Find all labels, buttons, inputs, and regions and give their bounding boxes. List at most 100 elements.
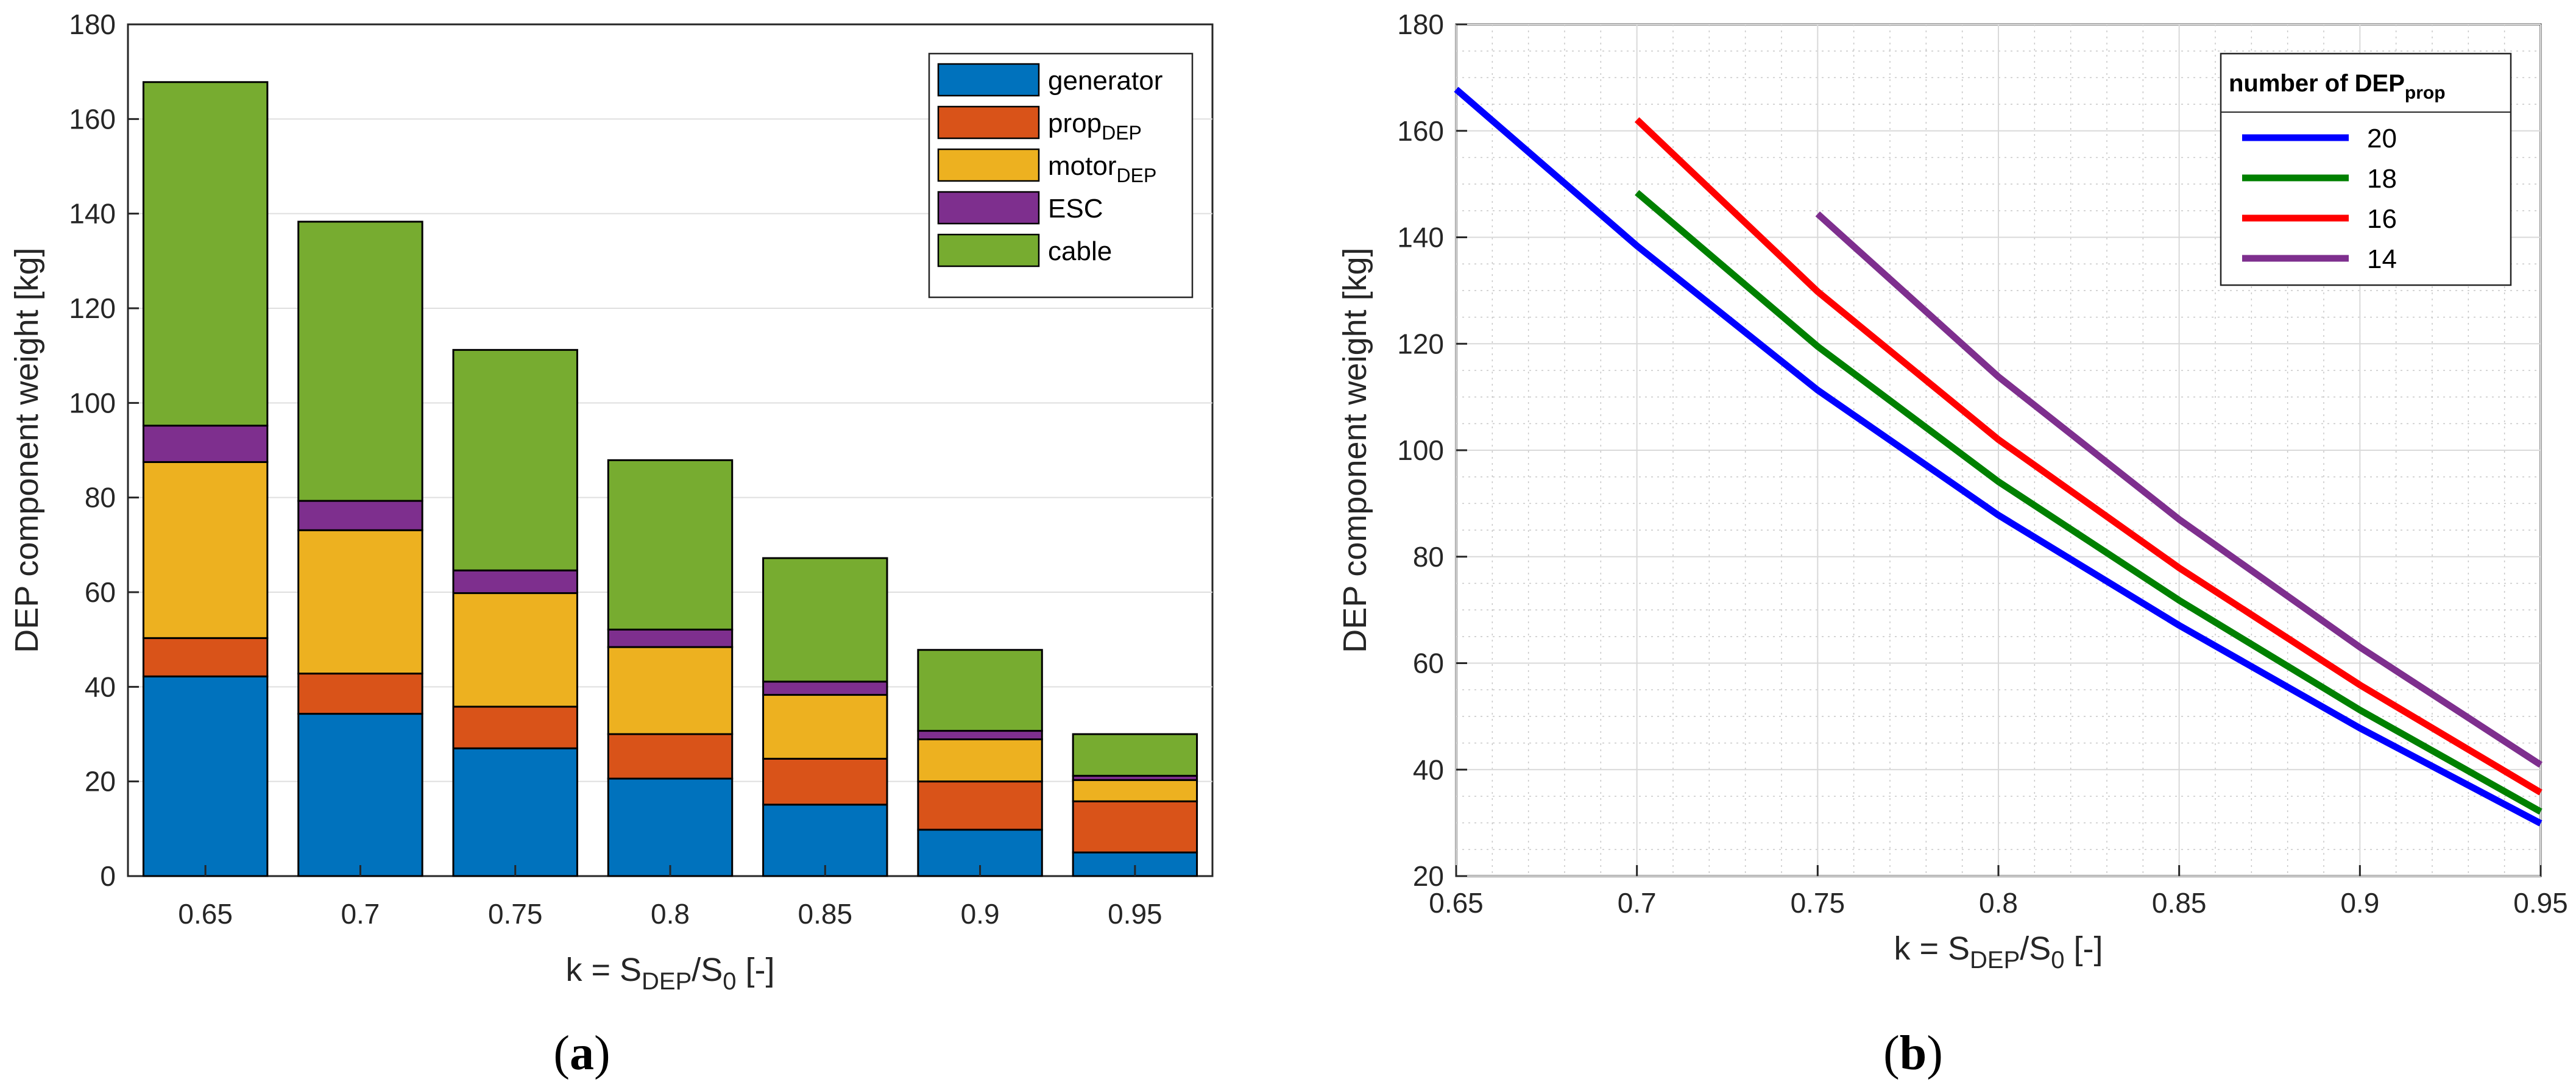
- y-tick-label-b: 140: [1397, 222, 1444, 253]
- bar-segment-motordep: [452, 592, 578, 708]
- ticks-b: 0.65 0.7 0.75 0.8 0.85 0.9 0.95 20 40 60 80 100 120 1…: [1397, 9, 2568, 919]
- x-label-b-sub1: DEP: [1970, 947, 2020, 974]
- y-tick-label-a: 40: [85, 671, 116, 702]
- x-label-b-base: k = S: [1894, 930, 1970, 967]
- line-chart: 0.65 0.7 0.75 0.8 0.85 0.9 0.95 20 40 60 80 100 120 1…: [1337, 9, 2568, 1080]
- y-axis-label-a: DEP component weight [kg]: [9, 247, 45, 652]
- bar-segment-generator: [452, 747, 578, 877]
- bar-segment-esc: [452, 569, 578, 595]
- bar-segment-cable: [1072, 733, 1198, 777]
- x-label-b-tail: [-]: [2065, 930, 2103, 967]
- legend-a-swatch: [937, 105, 1040, 140]
- y-tick-label-a: 160: [69, 103, 116, 135]
- bar-segment-propdep: [297, 673, 423, 715]
- legend-b-title-base: number of DEP: [2229, 70, 2405, 97]
- x-tick-label-b: 0.85: [2152, 887, 2207, 919]
- x-tick-label-b: 0.9: [2340, 887, 2379, 919]
- x-tick-label-a: 0.95: [1108, 898, 1162, 930]
- bar-segment-cable: [762, 557, 888, 683]
- ticks-a: 0 20 40 60 80 100 120 140 160 180 0.65 0.7 0.75 0.8 0.…: [69, 9, 1162, 930]
- bar-segment-esc: [142, 425, 269, 463]
- legend-a: generator propDEP motorDEP ESC cable: [928, 52, 1194, 299]
- bar-segment-motordep: [607, 646, 734, 735]
- x-label-a-sub2: 0: [723, 968, 736, 995]
- bar-segment-motordep: [297, 529, 423, 675]
- x-tick-label-a: 0.75: [488, 898, 543, 930]
- bar-segment-propdep: [1072, 800, 1198, 854]
- y-tick-label-a: 100: [69, 387, 116, 419]
- y-tick-label-b: 160: [1397, 115, 1444, 147]
- legend-a-swatch: [937, 148, 1040, 182]
- legend-a-label: motorDEP: [1048, 151, 1156, 186]
- bar-segment-propdep: [762, 757, 888, 806]
- x-tick-label-b: 0.65: [1429, 887, 1484, 919]
- legend-a-label-base: generator: [1048, 66, 1162, 96]
- x-tick-label-a: 0.85: [798, 898, 853, 930]
- series-line-16: [1634, 117, 2542, 796]
- y-tick-label-b: 40: [1413, 754, 1444, 785]
- x-tick-label-a: 0.9: [961, 898, 1000, 930]
- series-line-18: [1635, 189, 2542, 815]
- x-axis-label-a: k = SDEP/S0 [-]: [565, 952, 774, 995]
- y-tick-label-b: 20: [1413, 860, 1444, 892]
- bar-segment-esc: [762, 681, 888, 696]
- bar-segment-esc: [917, 730, 1043, 741]
- legend-b-label: 20: [2367, 124, 2397, 154]
- legend-a-label: ESC: [1048, 194, 1103, 224]
- x-axis-label-b: k = SDEP/S0 [-]: [1894, 930, 2103, 974]
- y-tick-label-a: 80: [85, 482, 116, 514]
- legend-b: number of DEPprop 20 18 16 14: [2220, 52, 2512, 286]
- legend-a-swatch: [937, 191, 1040, 225]
- x-tick-label-b: 0.7: [1618, 887, 1657, 919]
- y-tick-label-a: 120: [69, 292, 116, 324]
- bar-segment-propdep: [917, 780, 1043, 831]
- bar-segment-generator: [607, 777, 734, 877]
- panel-label-b: (b): [1883, 1027, 1943, 1080]
- y-tick-label-a: 60: [85, 576, 116, 608]
- x-tick-label-a: 0.8: [651, 898, 690, 930]
- y-tick-label-b: 80: [1413, 541, 1444, 573]
- y-tick-label-a: 0: [100, 860, 116, 892]
- bar-segment-esc: [607, 628, 734, 648]
- y-tick-label-b: 180: [1397, 9, 1444, 40]
- legend-a-swatch: [937, 233, 1040, 267]
- panel-label-a: (a): [553, 1027, 610, 1080]
- x-label-a-mid: /S: [692, 952, 723, 988]
- legend-b-label: 16: [2367, 204, 2397, 234]
- legend-b-title: number of DEPprop: [2229, 70, 2446, 103]
- legend-a-swatch: [937, 63, 1040, 97]
- y-tick-label-a: 140: [69, 198, 116, 230]
- y-tick-label-a: 180: [69, 9, 116, 40]
- series-line-14: [1815, 211, 2543, 768]
- bar-segment-motordep: [142, 461, 269, 639]
- panel-letter-a: a: [570, 1027, 594, 1080]
- x-tick-label-b: 0.8: [1979, 887, 2018, 919]
- bar-segment-cable: [607, 459, 734, 631]
- panel-letter-b: b: [1900, 1027, 1927, 1080]
- y-tick-label-b: 120: [1397, 328, 1444, 359]
- x-label-a-tail: [-]: [737, 952, 775, 988]
- legend-a-label-base: cable: [1048, 236, 1112, 266]
- x-label-a-base: k = S: [565, 952, 642, 988]
- legend-a-label: generator: [1048, 66, 1162, 96]
- lines-b: [1454, 87, 2543, 827]
- legend-b-box: [2220, 52, 2512, 286]
- bar-segment-cable: [142, 81, 269, 427]
- legend-a-label-base: ESC: [1048, 194, 1103, 224]
- bar-segment-motordep: [917, 738, 1043, 783]
- bar-segment-propdep: [607, 733, 734, 780]
- x-tick-label-a: 0.7: [341, 898, 380, 930]
- legend-a-label: propDEP: [1048, 108, 1142, 144]
- legend-a-label-sub: DEP: [1102, 122, 1142, 144]
- bar-segment-propdep: [452, 705, 578, 749]
- y-tick-label-a: 20: [85, 766, 116, 797]
- bar-segment-cable: [297, 221, 423, 502]
- y-tick-label-b: 100: [1397, 434, 1444, 466]
- legend-a-label: cable: [1048, 236, 1112, 266]
- x-tick-label-b: 0.75: [1791, 887, 1845, 919]
- x-label-a-sub1: DEP: [642, 968, 692, 995]
- x-label-b-sub2: 0: [2051, 947, 2064, 974]
- legend-b-label: 14: [2367, 244, 2397, 274]
- bar-segment-cable: [452, 348, 578, 571]
